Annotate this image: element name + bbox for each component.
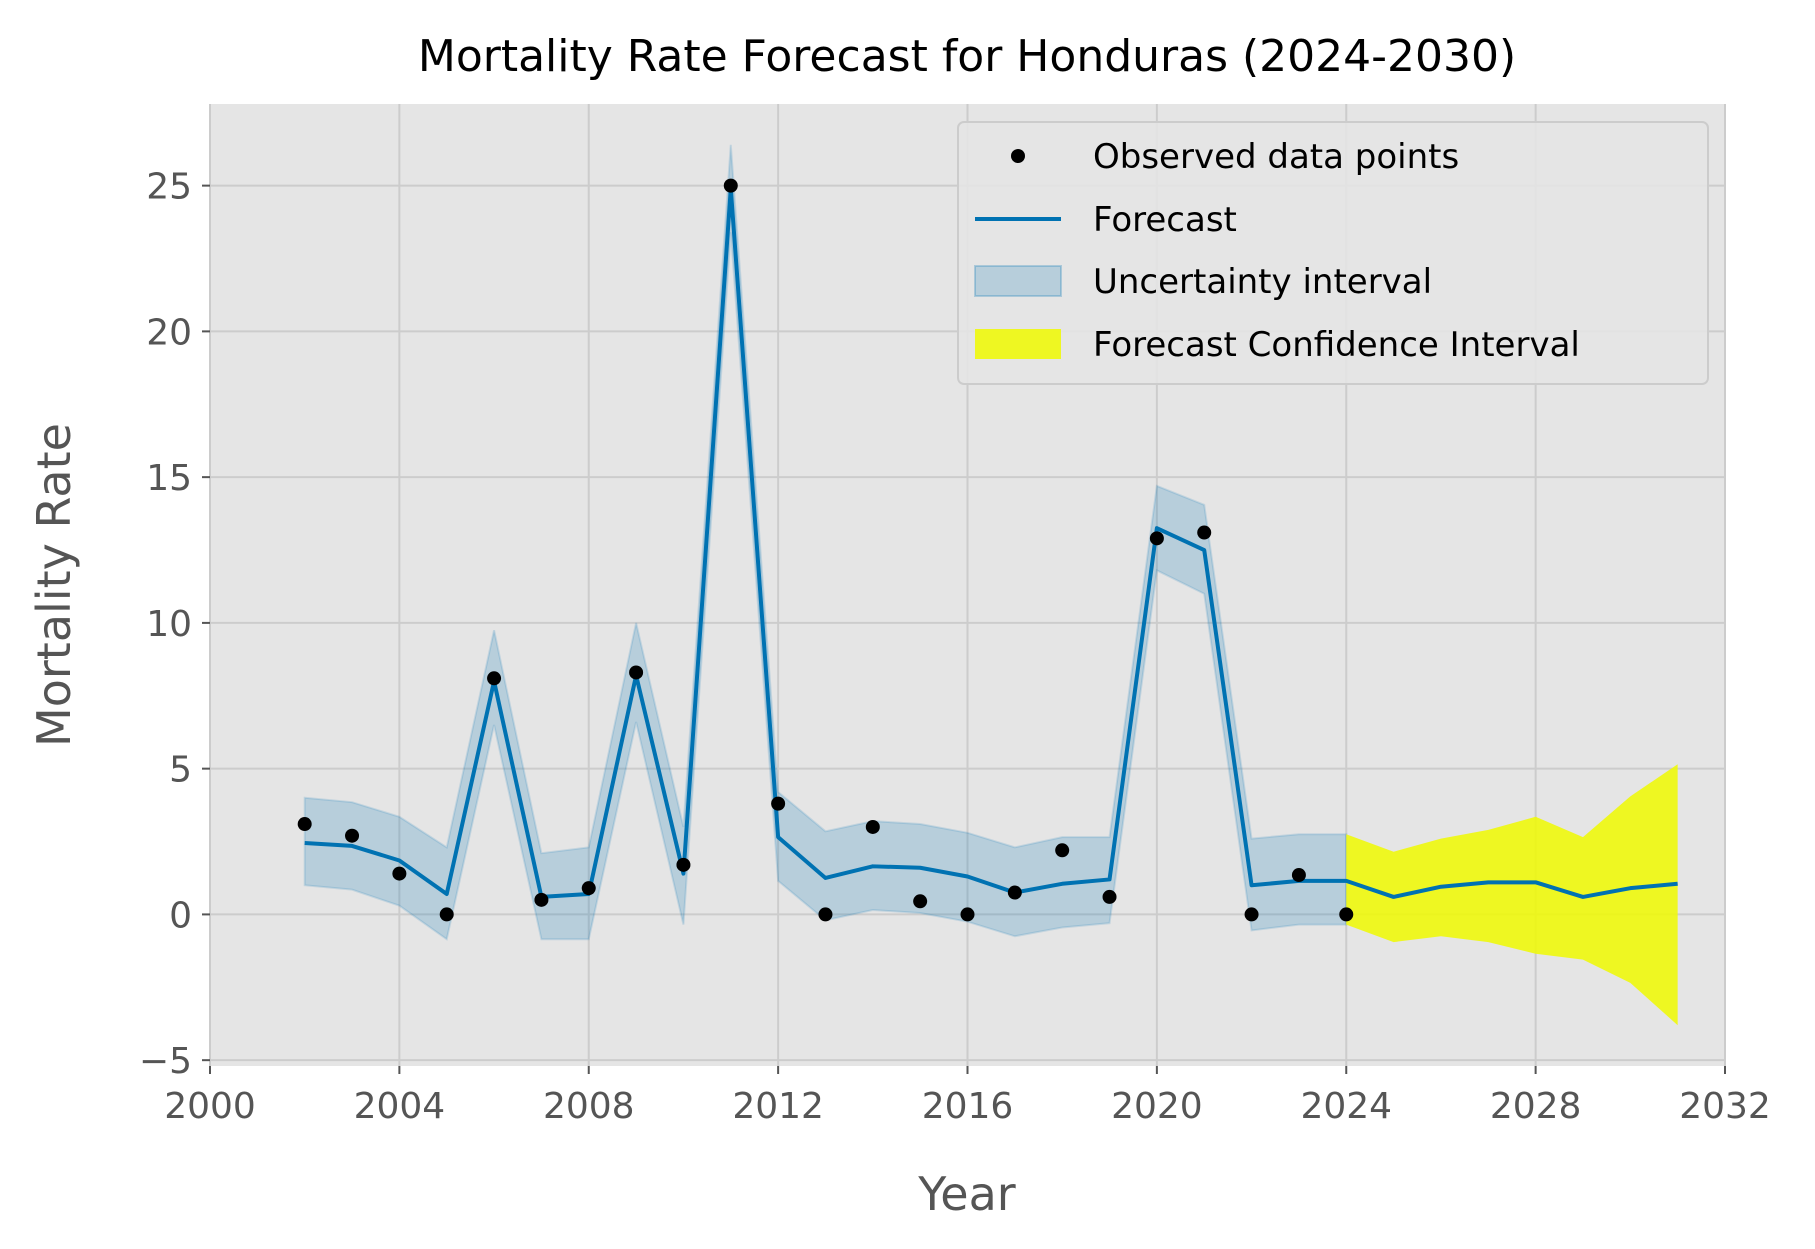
x-tick-label: 2028 <box>1490 1086 1582 1127</box>
chart-title: Mortality Rate Forecast for Honduras (20… <box>418 31 1516 82</box>
x-tick-label: 2012 <box>732 1086 824 1127</box>
legend-box <box>957 121 1709 385</box>
y-tick-label: −5 <box>139 1041 192 1082</box>
y-tick-label: 5 <box>169 750 192 791</box>
observed-point <box>1149 531 1164 546</box>
confidence-interval-layer <box>303 144 1678 1026</box>
observed-point <box>913 894 928 909</box>
observed-point <box>1055 843 1070 858</box>
observed-point <box>345 828 360 843</box>
observed-point <box>487 671 502 686</box>
forecast-layer <box>304 186 1678 899</box>
legend: Observed data points Forecast Uncertaint… <box>957 121 1709 385</box>
observed-point <box>1197 525 1212 540</box>
y-tick-label: 15 <box>146 458 192 499</box>
x-tick-label: 2008 <box>543 1086 635 1127</box>
observed-point <box>392 866 407 881</box>
forecast-line <box>304 186 1678 899</box>
observed-point <box>865 819 880 834</box>
observed-point <box>297 817 312 832</box>
x-tick-label: 2020 <box>1111 1086 1203 1127</box>
observed-point <box>771 796 786 811</box>
axes-layer: 2000 2004 2008 2012 2016 2020 2024 2028 2032 −5 0 5… <box>139 167 1771 1127</box>
observed-point <box>1291 868 1306 883</box>
observed-point <box>629 665 644 680</box>
x-tick-label: 2024 <box>1300 1086 1392 1127</box>
observed-point <box>676 857 691 872</box>
observed-point <box>439 907 454 922</box>
observed-points-layer <box>297 178 1354 922</box>
forecast-confidence-band <box>1346 764 1678 1026</box>
observed-point <box>723 178 738 193</box>
legend-forecast-ci-marker <box>975 329 1061 359</box>
observed-point <box>1244 907 1259 922</box>
y-tick-label: 0 <box>169 895 192 936</box>
observed-point <box>1007 885 1022 900</box>
legend-observed-marker <box>1011 149 1025 163</box>
y-tick-label: 10 <box>146 604 192 645</box>
x-tick-label: 2004 <box>354 1086 446 1127</box>
observed-point <box>818 907 833 922</box>
legend-forecast-ci-label: Forecast Confidence Interval <box>1093 325 1580 365</box>
x-tick-label: 2016 <box>922 1086 1014 1127</box>
legend-uncertainty-marker <box>974 265 1062 297</box>
observed-point <box>581 881 596 896</box>
observed-point <box>534 892 549 907</box>
x-tick-label: 2000 <box>164 1086 256 1127</box>
observed-point <box>1339 907 1354 922</box>
y-tick-label: 25 <box>146 167 192 208</box>
legend-forecast-label: Forecast <box>1093 200 1237 240</box>
legend-observed-label: Observed data points <box>1093 137 1459 177</box>
x-tick-label: 2032 <box>1679 1086 1771 1127</box>
y-tick-label: 20 <box>146 312 192 353</box>
observed-point <box>960 907 975 922</box>
legend-uncertainty-label: Uncertainty interval <box>1093 262 1432 302</box>
y-axis-label: Mortality Rate <box>27 423 81 747</box>
observed-point <box>1102 889 1117 904</box>
x-axis-label: Year <box>917 1167 1015 1221</box>
